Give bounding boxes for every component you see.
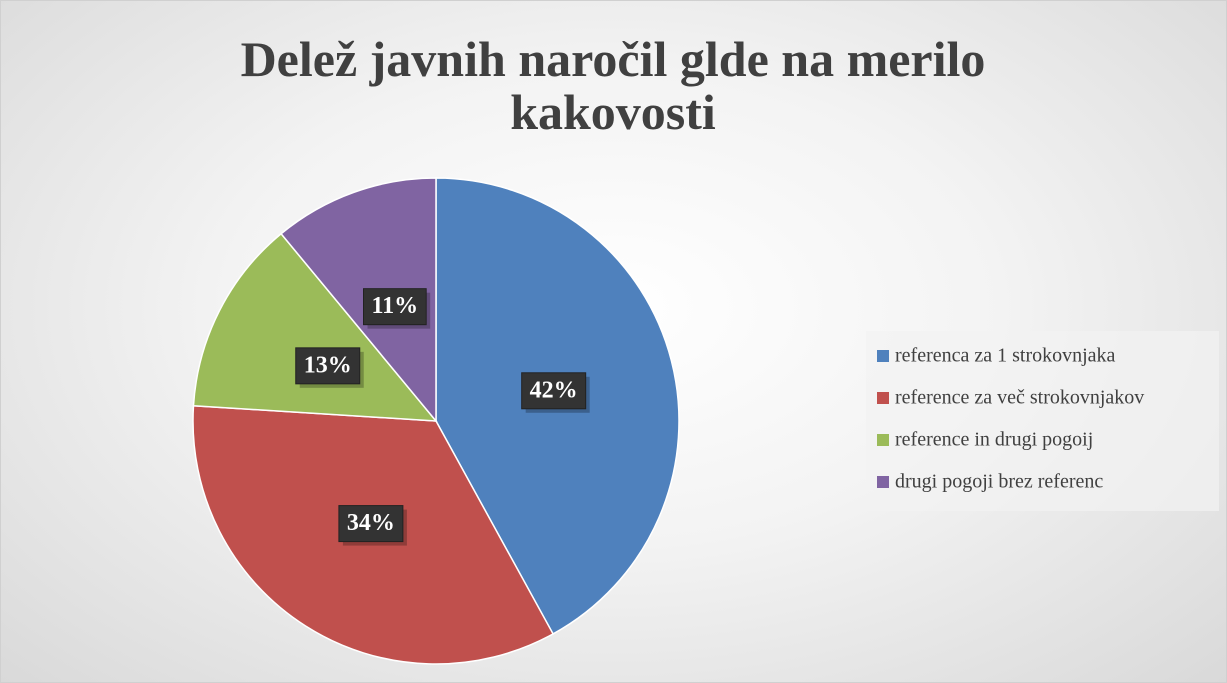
legend-label: reference in drugi pogoij xyxy=(895,429,1093,451)
data-label-box xyxy=(338,505,404,543)
pie-slice xyxy=(192,232,438,422)
chart-title: Delež javnih naročil glde na merilo kako… xyxy=(240,31,986,140)
legend-swatch xyxy=(877,476,889,488)
legend-label: drugi pogoji brez referenc xyxy=(895,471,1103,493)
legend-box xyxy=(866,331,1219,511)
data-label: 13% xyxy=(304,352,352,378)
legend-swatch xyxy=(877,350,889,362)
data-label-box xyxy=(295,347,361,385)
data-label: 11% xyxy=(371,293,418,319)
pie-slice xyxy=(280,177,437,424)
legend-label: reference za več strokovnjakov xyxy=(895,387,1144,409)
data-label: 42% xyxy=(530,377,578,403)
data-label: 34% xyxy=(347,510,395,536)
legend-swatch xyxy=(877,392,889,404)
data-label-box xyxy=(362,288,427,326)
legend-label: referenca za 1 strokovnjaka xyxy=(895,345,1116,367)
legend-swatch xyxy=(877,434,889,446)
data-label-box xyxy=(521,372,587,410)
